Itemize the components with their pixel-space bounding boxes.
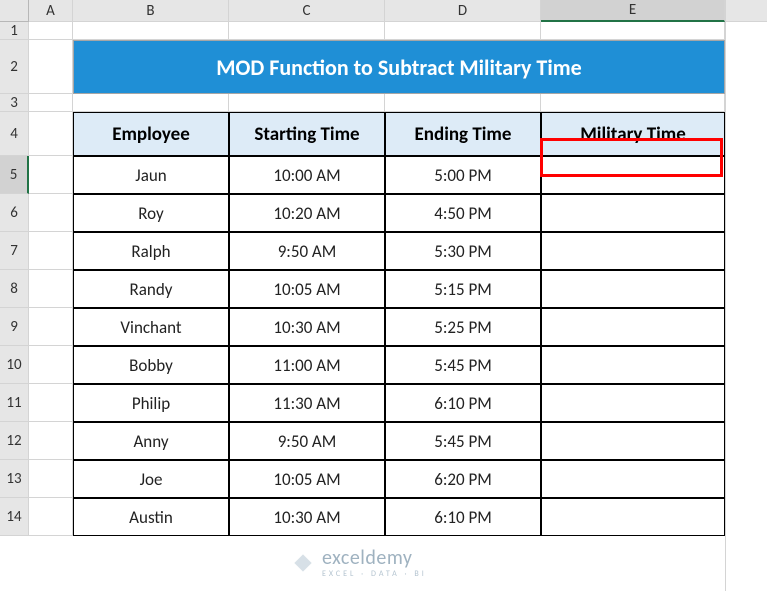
cell-C11[interactable]: 11:30 AM (229, 384, 385, 422)
row-hdr-10[interactable]: 10 (0, 346, 29, 384)
cell-E12[interactable] (541, 422, 725, 460)
select-all-corner[interactable] (0, 0, 29, 22)
cell-E5[interactable] (541, 156, 725, 194)
cell-A5[interactable] (29, 156, 73, 194)
cell-C6[interactable]: 10:20 AM (229, 194, 385, 232)
watermark-sub: EXCEL · DATA · BI (322, 570, 427, 578)
cell-E1[interactable] (541, 22, 725, 40)
cell-A1[interactable] (29, 22, 73, 40)
table-hdr-starting[interactable]: Starting Time (229, 112, 385, 156)
row-hdr-11[interactable]: 11 (0, 384, 29, 422)
cell-B8[interactable]: Randy (73, 270, 229, 308)
row-hdr-5[interactable]: 5 (0, 156, 29, 194)
cell-B12[interactable]: Anny (73, 422, 229, 460)
cell-B9[interactable]: Vinchant (73, 308, 229, 346)
cell-E9[interactable] (541, 308, 725, 346)
cell-A10[interactable] (29, 346, 73, 384)
watermark: exceldemy EXCEL · DATA · BI (290, 548, 427, 578)
cell-A12[interactable] (29, 422, 73, 460)
cell-D12[interactable]: 5:45 PM (385, 422, 541, 460)
cell-D7[interactable]: 5:30 PM (385, 232, 541, 270)
row-hdr-7[interactable]: 7 (0, 232, 29, 270)
col-hdr-D[interactable]: D (385, 0, 541, 22)
cell-E13[interactable] (541, 460, 725, 498)
cell-C14[interactable]: 10:30 AM (229, 498, 385, 536)
col-hdr-E[interactable]: E (541, 0, 725, 22)
cell-D5[interactable]: 5:00 PM (385, 156, 541, 194)
row-hdr-13[interactable]: 13 (0, 460, 29, 498)
cell-E10[interactable] (541, 346, 725, 384)
cell-A8[interactable] (29, 270, 73, 308)
table-hdr-employee[interactable]: Employee (73, 112, 229, 156)
row-hdr-4[interactable]: 4 (0, 112, 29, 156)
cell-E3[interactable] (541, 94, 725, 112)
row-hdr-6[interactable]: 6 (0, 194, 29, 232)
cell-C3[interactable] (229, 94, 385, 112)
title-banner: MOD Function to Subtract Military Time (73, 40, 725, 94)
cell-A6[interactable] (29, 194, 73, 232)
cell-C1[interactable] (229, 22, 385, 40)
cell-C7[interactable]: 9:50 AM (229, 232, 385, 270)
cell-E14[interactable] (541, 498, 725, 536)
cell-B10[interactable]: Bobby (73, 346, 229, 384)
cell-D9[interactable]: 5:25 PM (385, 308, 541, 346)
cell-A2[interactable] (29, 40, 73, 94)
col-hdr-next[interactable] (726, 0, 767, 22)
watermark-main: exceldemy (322, 548, 427, 568)
cell-C8[interactable]: 10:05 AM (229, 270, 385, 308)
cell-B7[interactable]: Ralph (73, 232, 229, 270)
cell-E7[interactable] (541, 232, 725, 270)
cell-C13[interactable]: 10:05 AM (229, 460, 385, 498)
cell-C12[interactable]: 9:50 AM (229, 422, 385, 460)
cell-D3[interactable] (385, 94, 541, 112)
cell-C9[interactable]: 10:30 AM (229, 308, 385, 346)
row-hdr-3[interactable]: 3 (0, 94, 29, 112)
table-hdr-military[interactable]: Military Time (541, 112, 725, 156)
cell-B13[interactable]: Joe (73, 460, 229, 498)
col-hdr-C[interactable]: C (229, 0, 385, 22)
cell-D13[interactable]: 6:20 PM (385, 460, 541, 498)
cell-C5[interactable]: 10:00 AM (229, 156, 385, 194)
cell-A14[interactable] (29, 498, 73, 536)
cell-D11[interactable]: 6:10 PM (385, 384, 541, 422)
cell-D10[interactable]: 5:45 PM (385, 346, 541, 384)
cell-D6[interactable]: 4:50 PM (385, 194, 541, 232)
cell-B6[interactable]: Roy (73, 194, 229, 232)
cell-B5[interactable]: Jaun (73, 156, 229, 194)
col-hdr-B[interactable]: B (73, 0, 229, 22)
row-hdr-14[interactable]: 14 (0, 498, 29, 536)
cell-E6[interactable] (541, 194, 725, 232)
row-hdr-12[interactable]: 12 (0, 422, 29, 460)
row-hdr-2[interactable]: 2 (0, 40, 29, 94)
cell-A4[interactable] (29, 112, 73, 156)
cell-E11[interactable] (541, 384, 725, 422)
extra-column-area (725, 0, 767, 591)
cell-D1[interactable] (385, 22, 541, 40)
row-hdr-9[interactable]: 9 (0, 308, 29, 346)
cell-D14[interactable]: 6:10 PM (385, 498, 541, 536)
cell-B3[interactable] (73, 94, 229, 112)
cell-B11[interactable]: Philip (73, 384, 229, 422)
col-hdr-A[interactable]: A (29, 0, 73, 22)
cell-D8[interactable]: 5:15 PM (385, 270, 541, 308)
row-hdr-8[interactable]: 8 (0, 270, 29, 308)
cell-A3[interactable] (29, 94, 73, 112)
cell-C10[interactable]: 11:00 AM (229, 346, 385, 384)
cell-B14[interactable]: Austin (73, 498, 229, 536)
exceldemy-icon (290, 550, 316, 576)
cell-B1[interactable] (73, 22, 229, 40)
row-hdr-1[interactable]: 1 (0, 22, 29, 40)
cell-E8[interactable] (541, 270, 725, 308)
spreadsheet-grid: A B C D E 1 2 MOD Function to Subtract M… (0, 0, 767, 536)
cell-A11[interactable] (29, 384, 73, 422)
cell-A9[interactable] (29, 308, 73, 346)
cell-A7[interactable] (29, 232, 73, 270)
cell-A13[interactable] (29, 460, 73, 498)
table-hdr-ending[interactable]: Ending Time (385, 112, 541, 156)
